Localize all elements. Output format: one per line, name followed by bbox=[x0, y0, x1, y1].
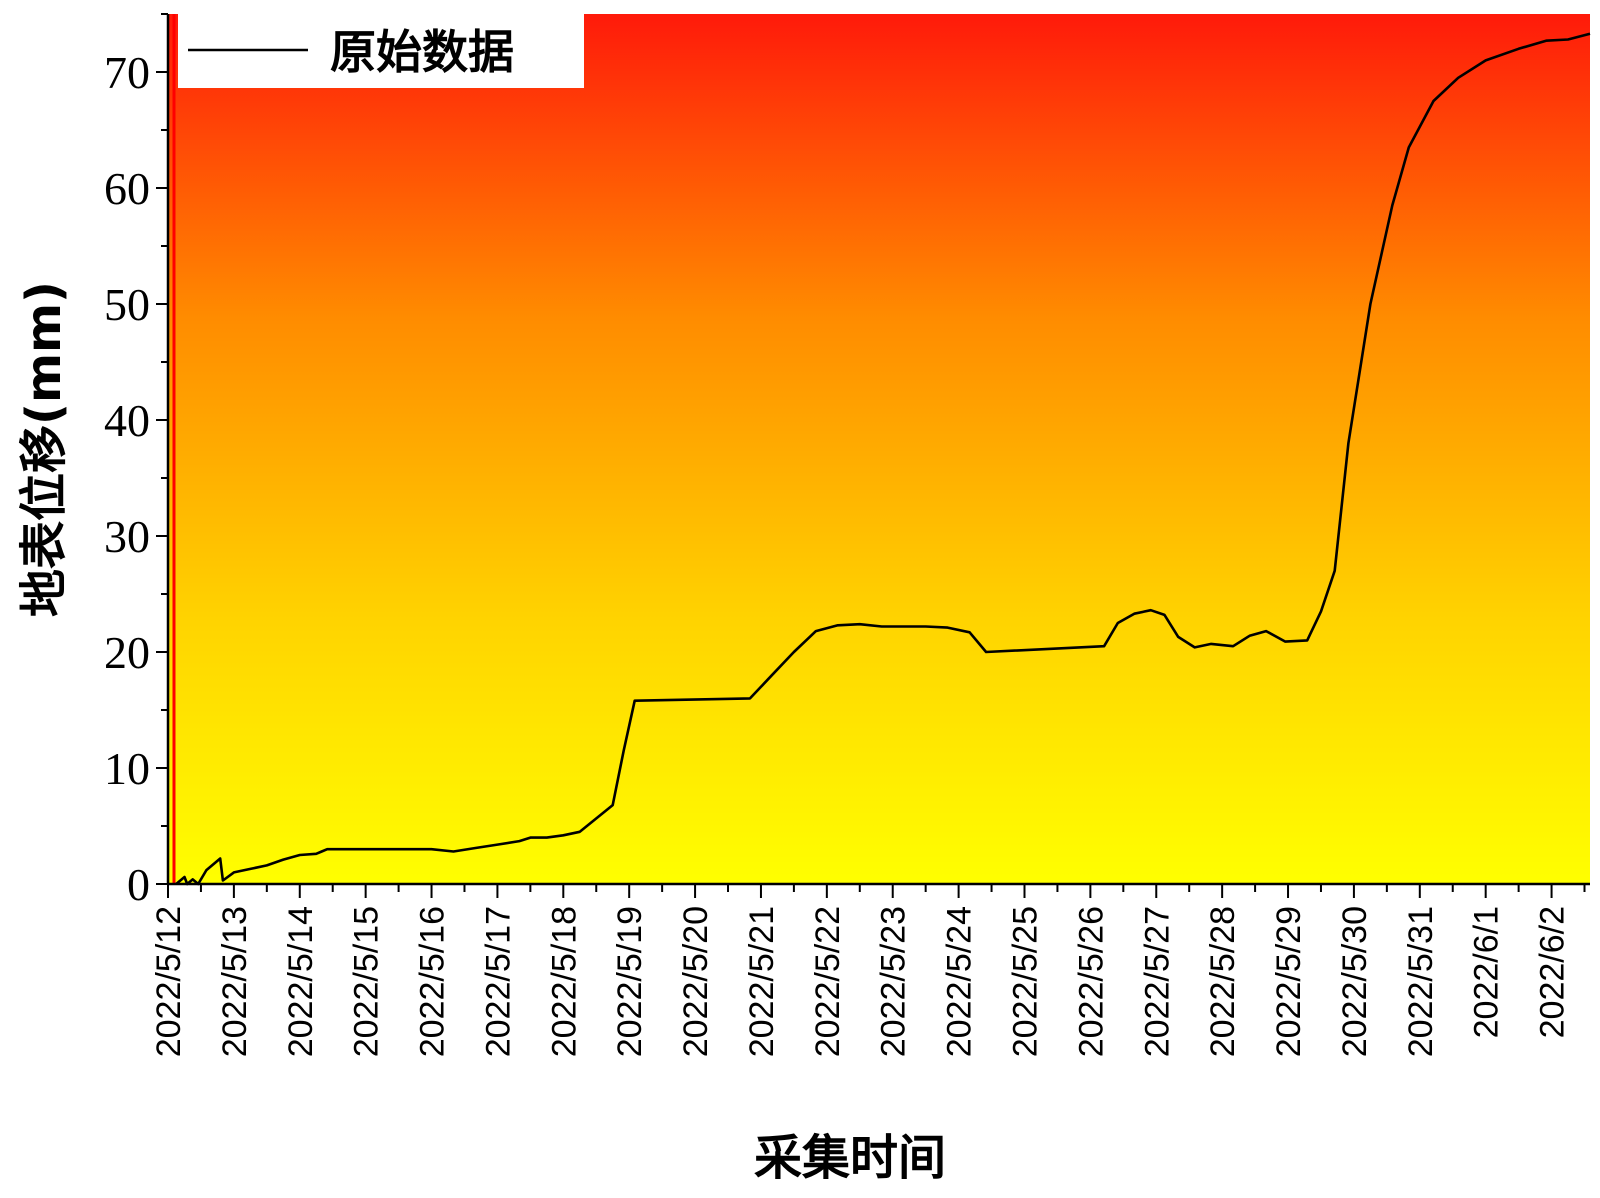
x-tick-label: 2022/5/20 bbox=[677, 906, 715, 1057]
y-tick-label: 40 bbox=[104, 395, 150, 446]
x-tick-label: 2022/5/12 bbox=[150, 906, 188, 1057]
x-tick-label: 2022/5/17 bbox=[479, 906, 517, 1057]
x-tick-label: 2022/5/21 bbox=[743, 906, 781, 1057]
x-tick-label: 2022/6/2 bbox=[1534, 906, 1572, 1038]
plot-background bbox=[168, 14, 1590, 884]
y-tick-label: 70 bbox=[104, 47, 150, 98]
x-tick-label: 2022/5/22 bbox=[809, 906, 847, 1057]
x-tick-label: 2022/5/16 bbox=[414, 906, 452, 1057]
x-tick-label: 2022/5/27 bbox=[1138, 906, 1176, 1057]
legend: 原始数据 bbox=[178, 14, 584, 88]
legend-label: 原始数据 bbox=[330, 25, 514, 79]
y-tick-label: 20 bbox=[104, 627, 150, 678]
x-tick-label: 2022/5/15 bbox=[348, 906, 386, 1057]
x-tick-label: 2022/5/23 bbox=[875, 906, 913, 1057]
y-tick-label: 30 bbox=[104, 511, 150, 562]
x-tick-label: 2022/5/19 bbox=[611, 906, 649, 1057]
y-tick-label: 60 bbox=[104, 163, 150, 214]
x-tick-label: 2022/5/18 bbox=[545, 906, 583, 1057]
series-line-原始数据 bbox=[175, 32, 1591, 886]
y-axis-title: 地表位移(mm) bbox=[16, 281, 72, 617]
y-tick-label: 0 bbox=[127, 859, 150, 910]
x-tick-label: 2022/5/30 bbox=[1336, 906, 1374, 1057]
x-tick-label: 2022/5/14 bbox=[282, 906, 320, 1057]
x-tick-label: 2022/5/26 bbox=[1072, 906, 1110, 1057]
y-tick-label: 50 bbox=[104, 279, 150, 330]
x-tick-label: 2022/5/24 bbox=[941, 906, 979, 1057]
x-tick-label: 2022/5/13 bbox=[216, 906, 254, 1057]
x-tick-label: 2022/5/29 bbox=[1270, 906, 1308, 1057]
x-tick-label: 2022/5/28 bbox=[1204, 906, 1242, 1057]
x-tick-label: 2022/5/31 bbox=[1402, 906, 1440, 1057]
x-tick-label: 2022/5/25 bbox=[1006, 906, 1044, 1057]
x-axis-title: 采集时间 bbox=[754, 1130, 946, 1186]
y-tick-label: 10 bbox=[104, 743, 150, 794]
x-tick-label: 2022/6/1 bbox=[1468, 906, 1506, 1038]
